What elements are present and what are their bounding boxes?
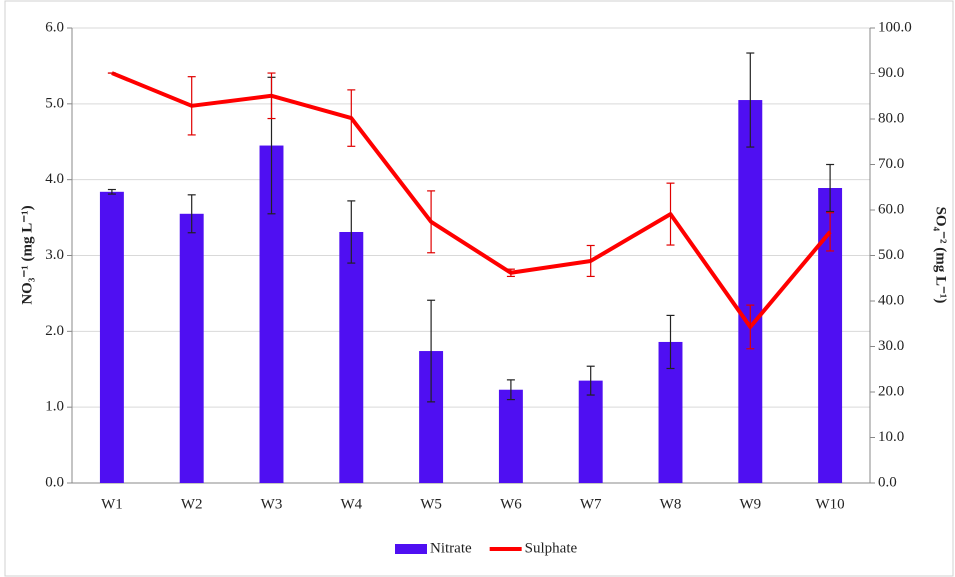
y-tick-label: 1.0 [45, 399, 64, 415]
y2-tick-label: 90.0 [878, 65, 904, 81]
x-tick-label: W2 [181, 496, 203, 512]
y-axis-title: NO₃⁻¹ (mg L⁻¹) [19, 205, 35, 304]
y2-tick-label: 10.0 [878, 429, 904, 445]
y2-tick-label: 0.0 [878, 474, 897, 490]
x-tick-label: W8 [660, 496, 682, 512]
bar [339, 231, 364, 483]
y2-tick-label: 100.0 [878, 19, 912, 35]
y2-tick-label: 20.0 [878, 383, 904, 399]
y2-tick-label: 70.0 [878, 156, 904, 172]
y-tick-label: 0.0 [45, 474, 64, 490]
y2-tick-label: 80.0 [878, 110, 904, 126]
y-tick-label: 3.0 [45, 247, 64, 263]
bar [738, 100, 763, 484]
y-tick-label: 4.0 [45, 171, 64, 187]
bar [259, 145, 284, 483]
bar [498, 389, 523, 483]
y2-tick-label: 40.0 [878, 292, 904, 308]
bar [419, 351, 444, 483]
bar [818, 188, 843, 483]
y2-tick-label: 50.0 [878, 247, 904, 263]
line [111, 71, 832, 329]
x-tick-label: W5 [420, 496, 442, 512]
x-tick-label: W1 [101, 496, 123, 512]
bar [578, 380, 603, 483]
x-tick-label: W9 [739, 496, 761, 512]
x-tick-label: W7 [580, 496, 602, 512]
bar [179, 213, 204, 483]
y2-tick-label: 30.0 [878, 338, 904, 354]
x-tick-label: W10 [816, 496, 845, 512]
x-tick-label: W6 [500, 496, 522, 512]
legend-label: Nitrate [430, 540, 472, 556]
x-tick-label: W4 [340, 496, 362, 512]
y2-axis-title: SO₄⁻² (mg L⁻¹) [933, 207, 949, 304]
y-tick-label: 6.0 [45, 19, 64, 35]
y-tick-label: 5.0 [45, 95, 64, 111]
bar [658, 341, 683, 483]
y2-tick-label: 60.0 [878, 201, 904, 217]
chart-border [4, 0, 954, 577]
x-tick-label: W3 [261, 496, 283, 512]
legend-swatch [395, 544, 427, 554]
legend-label: Sulphate [525, 540, 578, 556]
bar [99, 191, 124, 484]
y-tick-label: 2.0 [45, 323, 64, 339]
